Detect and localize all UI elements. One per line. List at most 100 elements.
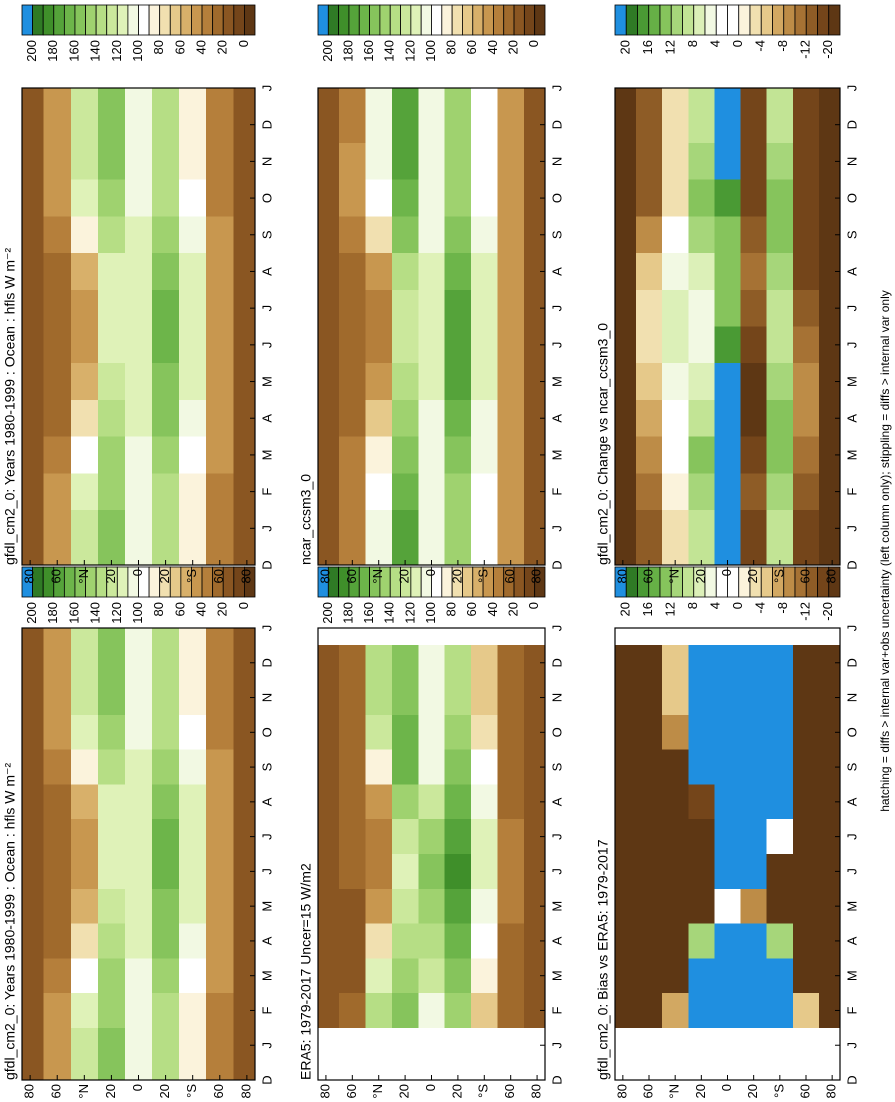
contour-cell	[444, 87, 472, 107]
contour-cell	[70, 957, 99, 994]
contour-cell	[391, 509, 419, 547]
contour-cell	[418, 679, 446, 715]
colorbar-tick-label: 20	[215, 602, 230, 616]
contour-cell	[43, 783, 72, 820]
contour-cell	[615, 252, 637, 290]
y-tick-label: 20	[397, 1084, 412, 1098]
colorbar-tick-label: 0	[236, 602, 251, 609]
contour-cell	[391, 644, 419, 681]
contour-cell	[391, 818, 419, 854]
contour-cell	[714, 853, 742, 889]
contour-cell	[418, 399, 446, 437]
contour-cell	[418, 179, 446, 217]
contour-cell	[43, 399, 72, 437]
contour-cell	[523, 749, 546, 785]
y-tick-label: 80	[614, 569, 629, 583]
contour-cell	[444, 325, 472, 364]
contour-cell	[662, 853, 689, 889]
contour-cell	[635, 509, 663, 547]
colorbar-tick-label: 80	[444, 602, 459, 616]
contour-cell	[523, 289, 546, 327]
contour-cell	[740, 325, 768, 364]
contour-cell	[688, 957, 716, 994]
colorbar-tick-label: 140	[88, 602, 103, 624]
contour-cell	[365, 783, 393, 820]
contour-cell	[22, 644, 45, 681]
contour-cell	[179, 888, 207, 924]
contour-cell	[418, 252, 446, 290]
contour-cell	[714, 399, 742, 437]
contour-cell	[523, 215, 546, 254]
colorbar-box	[670, 4, 683, 36]
colorbar-tick-label: 0	[730, 602, 745, 609]
contour-cell	[318, 546, 340, 565]
contour-cell	[124, 749, 153, 785]
x-tick-label: J	[844, 1042, 859, 1049]
contour-cell	[792, 783, 820, 820]
contour-cell	[22, 853, 45, 889]
contour-cell	[740, 853, 768, 889]
colorbar-box	[410, 4, 422, 36]
x-tick-label: D	[549, 120, 564, 129]
contour-cell	[97, 644, 126, 681]
x-tick-label: M	[844, 901, 859, 912]
contour-cell	[792, 888, 820, 924]
contour-cell	[391, 87, 419, 107]
colorbar-box	[805, 4, 818, 36]
contour-cell	[615, 992, 637, 1028]
contour-cell	[339, 325, 367, 364]
contour-cell	[740, 87, 768, 107]
contour-cell	[635, 87, 663, 107]
contour-cell	[418, 749, 446, 785]
contour-cell	[497, 215, 525, 254]
contour-cell	[179, 179, 207, 217]
contour-cell	[391, 179, 419, 217]
contour-cell	[70, 546, 99, 565]
contour-cell	[365, 509, 393, 547]
colorbar-tick-label: -12	[798, 602, 813, 621]
contour-cell	[819, 679, 841, 715]
colorbar-box	[42, 4, 55, 36]
contour-cell	[179, 627, 207, 646]
contour-cell	[391, 105, 419, 144]
contour-cell	[22, 1027, 45, 1063]
contour-cell	[766, 922, 794, 959]
contour-cell	[523, 818, 546, 854]
contour-cell	[662, 399, 689, 437]
contour-cell	[635, 142, 663, 180]
contour-cell	[124, 992, 153, 1028]
y-tick-label: 20	[397, 569, 412, 583]
contour-cell	[152, 783, 180, 820]
contour-cell	[124, 679, 153, 715]
contour-cell	[662, 509, 689, 547]
contour-cell	[206, 783, 234, 820]
contour-cell	[740, 179, 768, 217]
x-tick-label: A	[259, 797, 274, 806]
x-tick-label: J	[549, 305, 564, 312]
contour-cell	[339, 957, 367, 994]
contour-cell	[819, 87, 841, 107]
x-tick-label: D	[259, 658, 274, 667]
colorbar-box	[420, 4, 432, 36]
contour-cell	[70, 142, 99, 180]
x-tick-label: D	[549, 1075, 564, 1084]
contour-cell	[365, 922, 393, 959]
contour-cell	[97, 105, 126, 144]
contour-cell	[444, 142, 472, 180]
contour-cell	[391, 853, 419, 889]
contour-cell	[43, 853, 72, 889]
colorbar-box	[828, 566, 841, 598]
contour-cell	[365, 362, 393, 400]
y-tick-label: 80	[238, 1084, 253, 1098]
contour-cell	[662, 888, 689, 924]
colorbar-tick-label: -8	[775, 602, 790, 614]
contour-cell	[22, 215, 45, 254]
contour-cell	[523, 105, 546, 144]
contour-cell	[391, 472, 419, 510]
contour-cell	[339, 252, 367, 290]
contour-cell	[152, 546, 180, 565]
contour-cell	[662, 142, 689, 180]
contour-cell	[418, 435, 446, 474]
contour-cell	[70, 783, 99, 820]
y-tick-label: 80	[22, 1084, 37, 1098]
